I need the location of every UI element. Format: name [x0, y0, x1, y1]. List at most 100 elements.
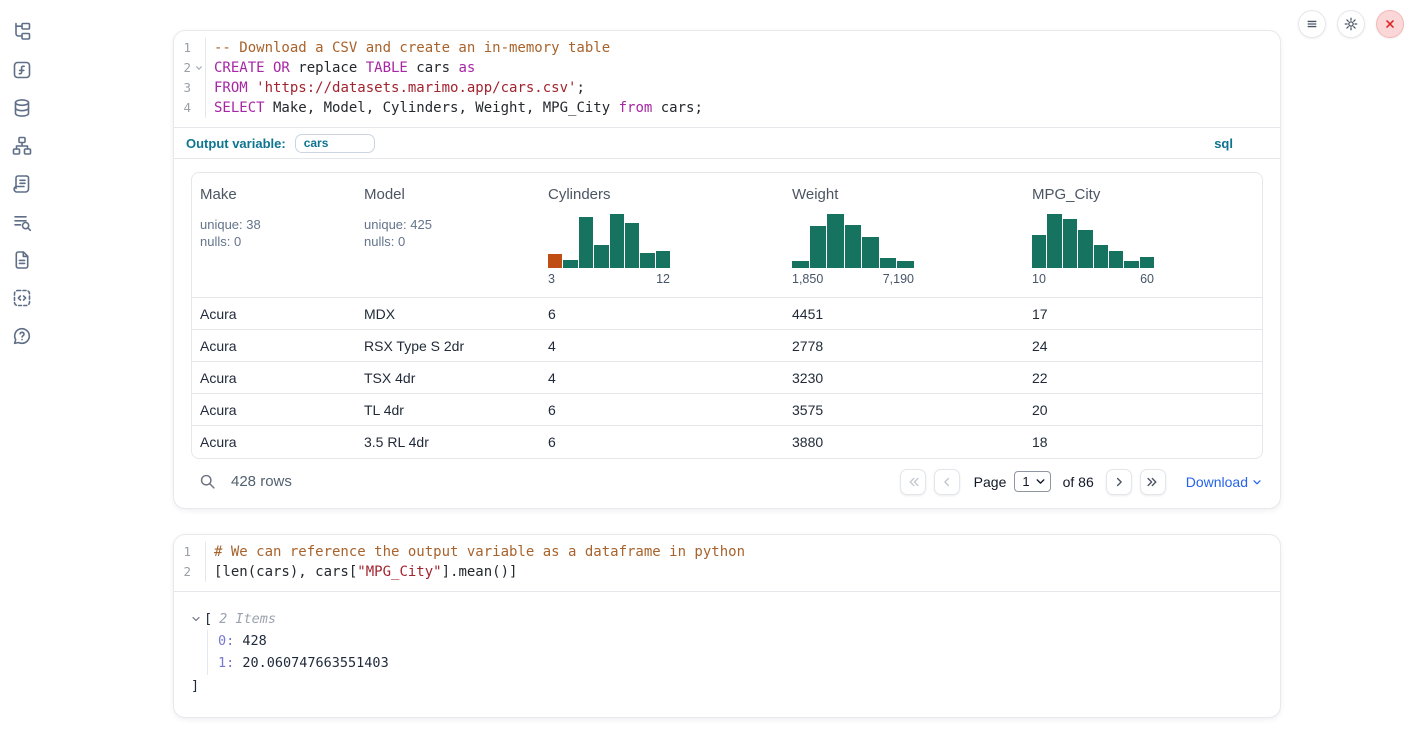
code-text: SELECT Make, Model, Cylinders, Weight, M… [214, 100, 703, 116]
histogram-cylinders: 3 12 [548, 214, 670, 287]
fold-toggle[interactable] [193, 64, 205, 72]
data-table: Make unique: 38 nulls: 0 Model unique: 425 nu… [191, 172, 1263, 459]
python-code-editor[interactable]: 1 # We can reference the output variable … [174, 535, 1280, 591]
sql-code-editor[interactable]: 1 -- Download a CSV and create an in-memo… [174, 31, 1280, 127]
gear-icon [1344, 17, 1358, 31]
column-stats: unique: 38 nulls: 0 [200, 217, 261, 249]
line-number: 3 [183, 80, 191, 95]
code-line[interactable]: 3 FROM 'https://datasets.marimo.app/cars.… [174, 78, 1280, 98]
sidebar-item-document[interactable] [11, 249, 33, 271]
line-gutter: 4 [174, 98, 206, 118]
divider [174, 158, 1280, 159]
snippets-icon [13, 289, 31, 307]
table-cell: 22 [1024, 361, 1262, 394]
sidebar-item-dependency-graph[interactable] [11, 135, 33, 157]
histogram-bar [827, 214, 844, 268]
histogram-bar [563, 260, 578, 268]
table-cell: MDX [356, 297, 540, 330]
histogram-bar [594, 245, 609, 268]
table-cell: 17 [1024, 297, 1262, 330]
output-list-item: 0: 428 [218, 632, 267, 649]
page-select-value: 1 [1022, 474, 1030, 489]
sidebar-item-help[interactable] [11, 325, 33, 347]
close-icon [1386, 20, 1394, 28]
histogram-axis-labels: 1,850 7,190 [792, 272, 914, 286]
gear-button[interactable] [1337, 10, 1365, 38]
histogram-bar [1093, 245, 1108, 268]
sidebar-item-database[interactable] [11, 97, 33, 119]
table-cell: 6 [540, 297, 784, 330]
histogram-bar [1078, 229, 1093, 268]
column-name: MPG_City [1032, 186, 1101, 203]
histogram-bar [879, 257, 897, 268]
histogram-bar [1032, 235, 1047, 268]
pagination: Page 1 of 86 Download [899, 468, 1263, 495]
table-row[interactable]: Acura 3.5 RL 4dr 6 3880 18 [192, 425, 1262, 458]
histogram-bar [548, 253, 563, 268]
histogram-bar [1124, 260, 1139, 268]
column-header-cylinders[interactable]: Cylinders 3 12 [540, 173, 784, 298]
histogram-bar [578, 217, 594, 268]
output-variable-row: Output variable: sql [174, 128, 1280, 158]
collapse-toggle[interactable] [191, 614, 201, 624]
table-cell: 20 [1024, 393, 1262, 426]
menu-button[interactable] [1298, 10, 1326, 38]
column-name: Model [364, 186, 405, 203]
column-name: Make [200, 186, 237, 203]
download-button[interactable]: Download [1186, 474, 1263, 490]
search-button[interactable] [199, 473, 216, 490]
code-line[interactable]: 2 CREATE OR replace TABLE cars as [174, 58, 1280, 78]
first-page-button[interactable] [899, 468, 926, 495]
table-row[interactable]: Acura MDX 6 4451 17 [192, 297, 1262, 330]
table-row[interactable]: Acura TL 4dr 6 3575 20 [192, 393, 1262, 426]
histogram-mpg_city: 10 60 [1032, 214, 1154, 287]
next-page-button[interactable] [1105, 468, 1132, 495]
sidebar-item-logs-search[interactable] [11, 211, 33, 233]
table-header-row: Make unique: 38 nulls: 0 Model unique: 425 nu… [192, 173, 1262, 298]
prev-page-button[interactable] [933, 468, 960, 495]
code-line[interactable]: 2 [len(cars), cars["MPG_City"].mean()] [174, 561, 1280, 582]
code-line[interactable]: 4 SELECT Make, Model, Cylinders, Weight, … [174, 98, 1280, 118]
python-output: [ 2 Items 0: 428 1: 20.060747663551403 ] [174, 592, 1280, 717]
python-cell: 1 # We can reference the output variable … [173, 533, 1281, 718]
last-page-button[interactable] [1139, 468, 1166, 495]
code-text: [len(cars), cars["MPG_City"].mean()] [214, 563, 518, 580]
column-header-mpg_city[interactable]: MPG_City 10 60 [1024, 173, 1262, 298]
table-cell: TL 4dr [356, 393, 540, 426]
notebook-area: 1 -- Download a CSV and create an in-memo… [173, 0, 1281, 718]
histogram-bar [792, 260, 809, 268]
histogram-bar [609, 214, 624, 268]
table-cell: 6 [540, 425, 784, 458]
output-variable-input[interactable] [294, 133, 375, 153]
sidebar-item-snippets[interactable] [11, 287, 33, 309]
close-button[interactable] [1376, 10, 1404, 38]
sidebar-item-function-square[interactable] [11, 59, 33, 81]
histogram-axis-labels: 3 12 [548, 272, 670, 286]
code-line[interactable]: 1 # We can reference the output variable … [174, 541, 1280, 562]
line-gutter: 1 [174, 38, 206, 58]
table-cell: 4451 [784, 297, 1024, 330]
column-header-weight[interactable]: Weight 1,850 7,190 [784, 173, 1024, 298]
table-cell: 18 [1024, 425, 1262, 458]
line-number: 4 [183, 100, 191, 115]
sidebar-item-scratchpad[interactable] [11, 173, 33, 195]
page-label: Page [973, 473, 1007, 490]
code-text: -- Download a CSV and create an in-memor… [214, 40, 611, 56]
histogram-bar [1108, 251, 1124, 268]
table-footer: 428 rows Page 1 of 86 [191, 468, 1263, 496]
table-row[interactable]: Acura TSX 4dr 4 3230 22 [192, 361, 1262, 394]
line-gutter: 3 [174, 78, 206, 98]
sql-cell: 1 -- Download a CSV and create an in-memo… [173, 30, 1281, 509]
help-icon [13, 327, 31, 345]
chevron-down-icon [1036, 479, 1045, 484]
table-row[interactable]: Acura RSX Type S 2dr 4 2778 24 [192, 329, 1262, 362]
code-text: # We can reference the output variable a… [214, 543, 746, 560]
table-cell: TSX 4dr [356, 361, 540, 394]
code-text: CREATE OR replace TABLE cars as [214, 60, 476, 76]
sidebar-item-file-tree[interactable] [11, 21, 33, 43]
code-line[interactable]: 1 -- Download a CSV and create an in-memo… [174, 38, 1280, 58]
histogram-bar [862, 237, 879, 268]
column-header-model[interactable]: Model unique: 425 nulls: 0 [356, 173, 540, 298]
page-select[interactable]: 1 [1014, 471, 1051, 492]
column-header-make[interactable]: Make unique: 38 nulls: 0 [192, 173, 356, 298]
